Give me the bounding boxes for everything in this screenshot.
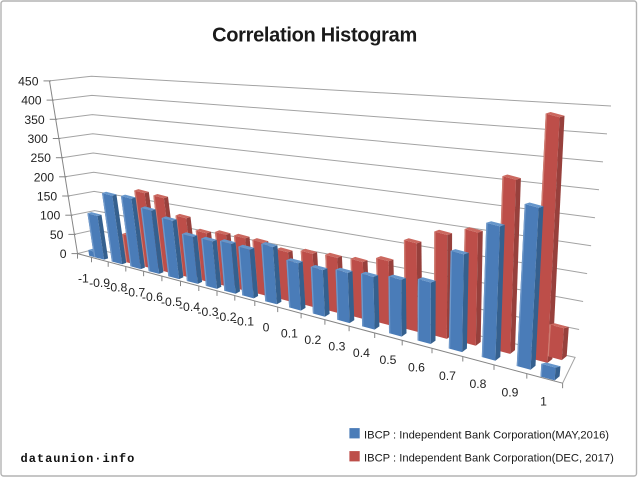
svg-text:0.5: 0.5 <box>380 353 397 367</box>
svg-text:0: 0 <box>263 321 270 335</box>
svg-text:350: 350 <box>24 113 45 127</box>
svg-text:dataunion·info: dataunion·info <box>21 452 136 466</box>
svg-text:IBCP : Independent Bank Corpor: IBCP : Independent Bank Corporation(DEC,… <box>364 453 614 465</box>
svg-text:0.3: 0.3 <box>328 339 345 353</box>
svg-text:0.1: 0.1 <box>281 327 298 341</box>
svg-text:100: 100 <box>40 209 61 223</box>
svg-text:250: 250 <box>31 151 52 165</box>
svg-text:0.2: 0.2 <box>304 333 321 347</box>
svg-text:0.9: 0.9 <box>502 386 519 400</box>
svg-text:200: 200 <box>34 170 55 184</box>
svg-text:150: 150 <box>37 190 58 204</box>
svg-text:0.6: 0.6 <box>408 361 425 375</box>
svg-text:0.7: 0.7 <box>439 369 456 383</box>
svg-text:0.8: 0.8 <box>470 377 487 391</box>
svg-text:IBCP : Independent Bank Corpor: IBCP : Independent Bank Corporation(MAY,… <box>364 430 609 442</box>
svg-text:400: 400 <box>21 94 42 108</box>
svg-text:-1: -1 <box>78 272 89 286</box>
svg-text:0.4: 0.4 <box>353 346 370 360</box>
svg-text:300: 300 <box>27 132 48 146</box>
svg-text:0: 0 <box>60 247 67 261</box>
svg-text:450: 450 <box>18 74 39 88</box>
svg-text:-0.1: -0.1 <box>233 314 254 328</box>
svg-text:-0.6: -0.6 <box>142 290 163 304</box>
svg-text:50: 50 <box>50 228 64 242</box>
svg-text:1: 1 <box>540 395 547 409</box>
svg-text:Correlation Histogram: Correlation Histogram <box>212 25 417 47</box>
